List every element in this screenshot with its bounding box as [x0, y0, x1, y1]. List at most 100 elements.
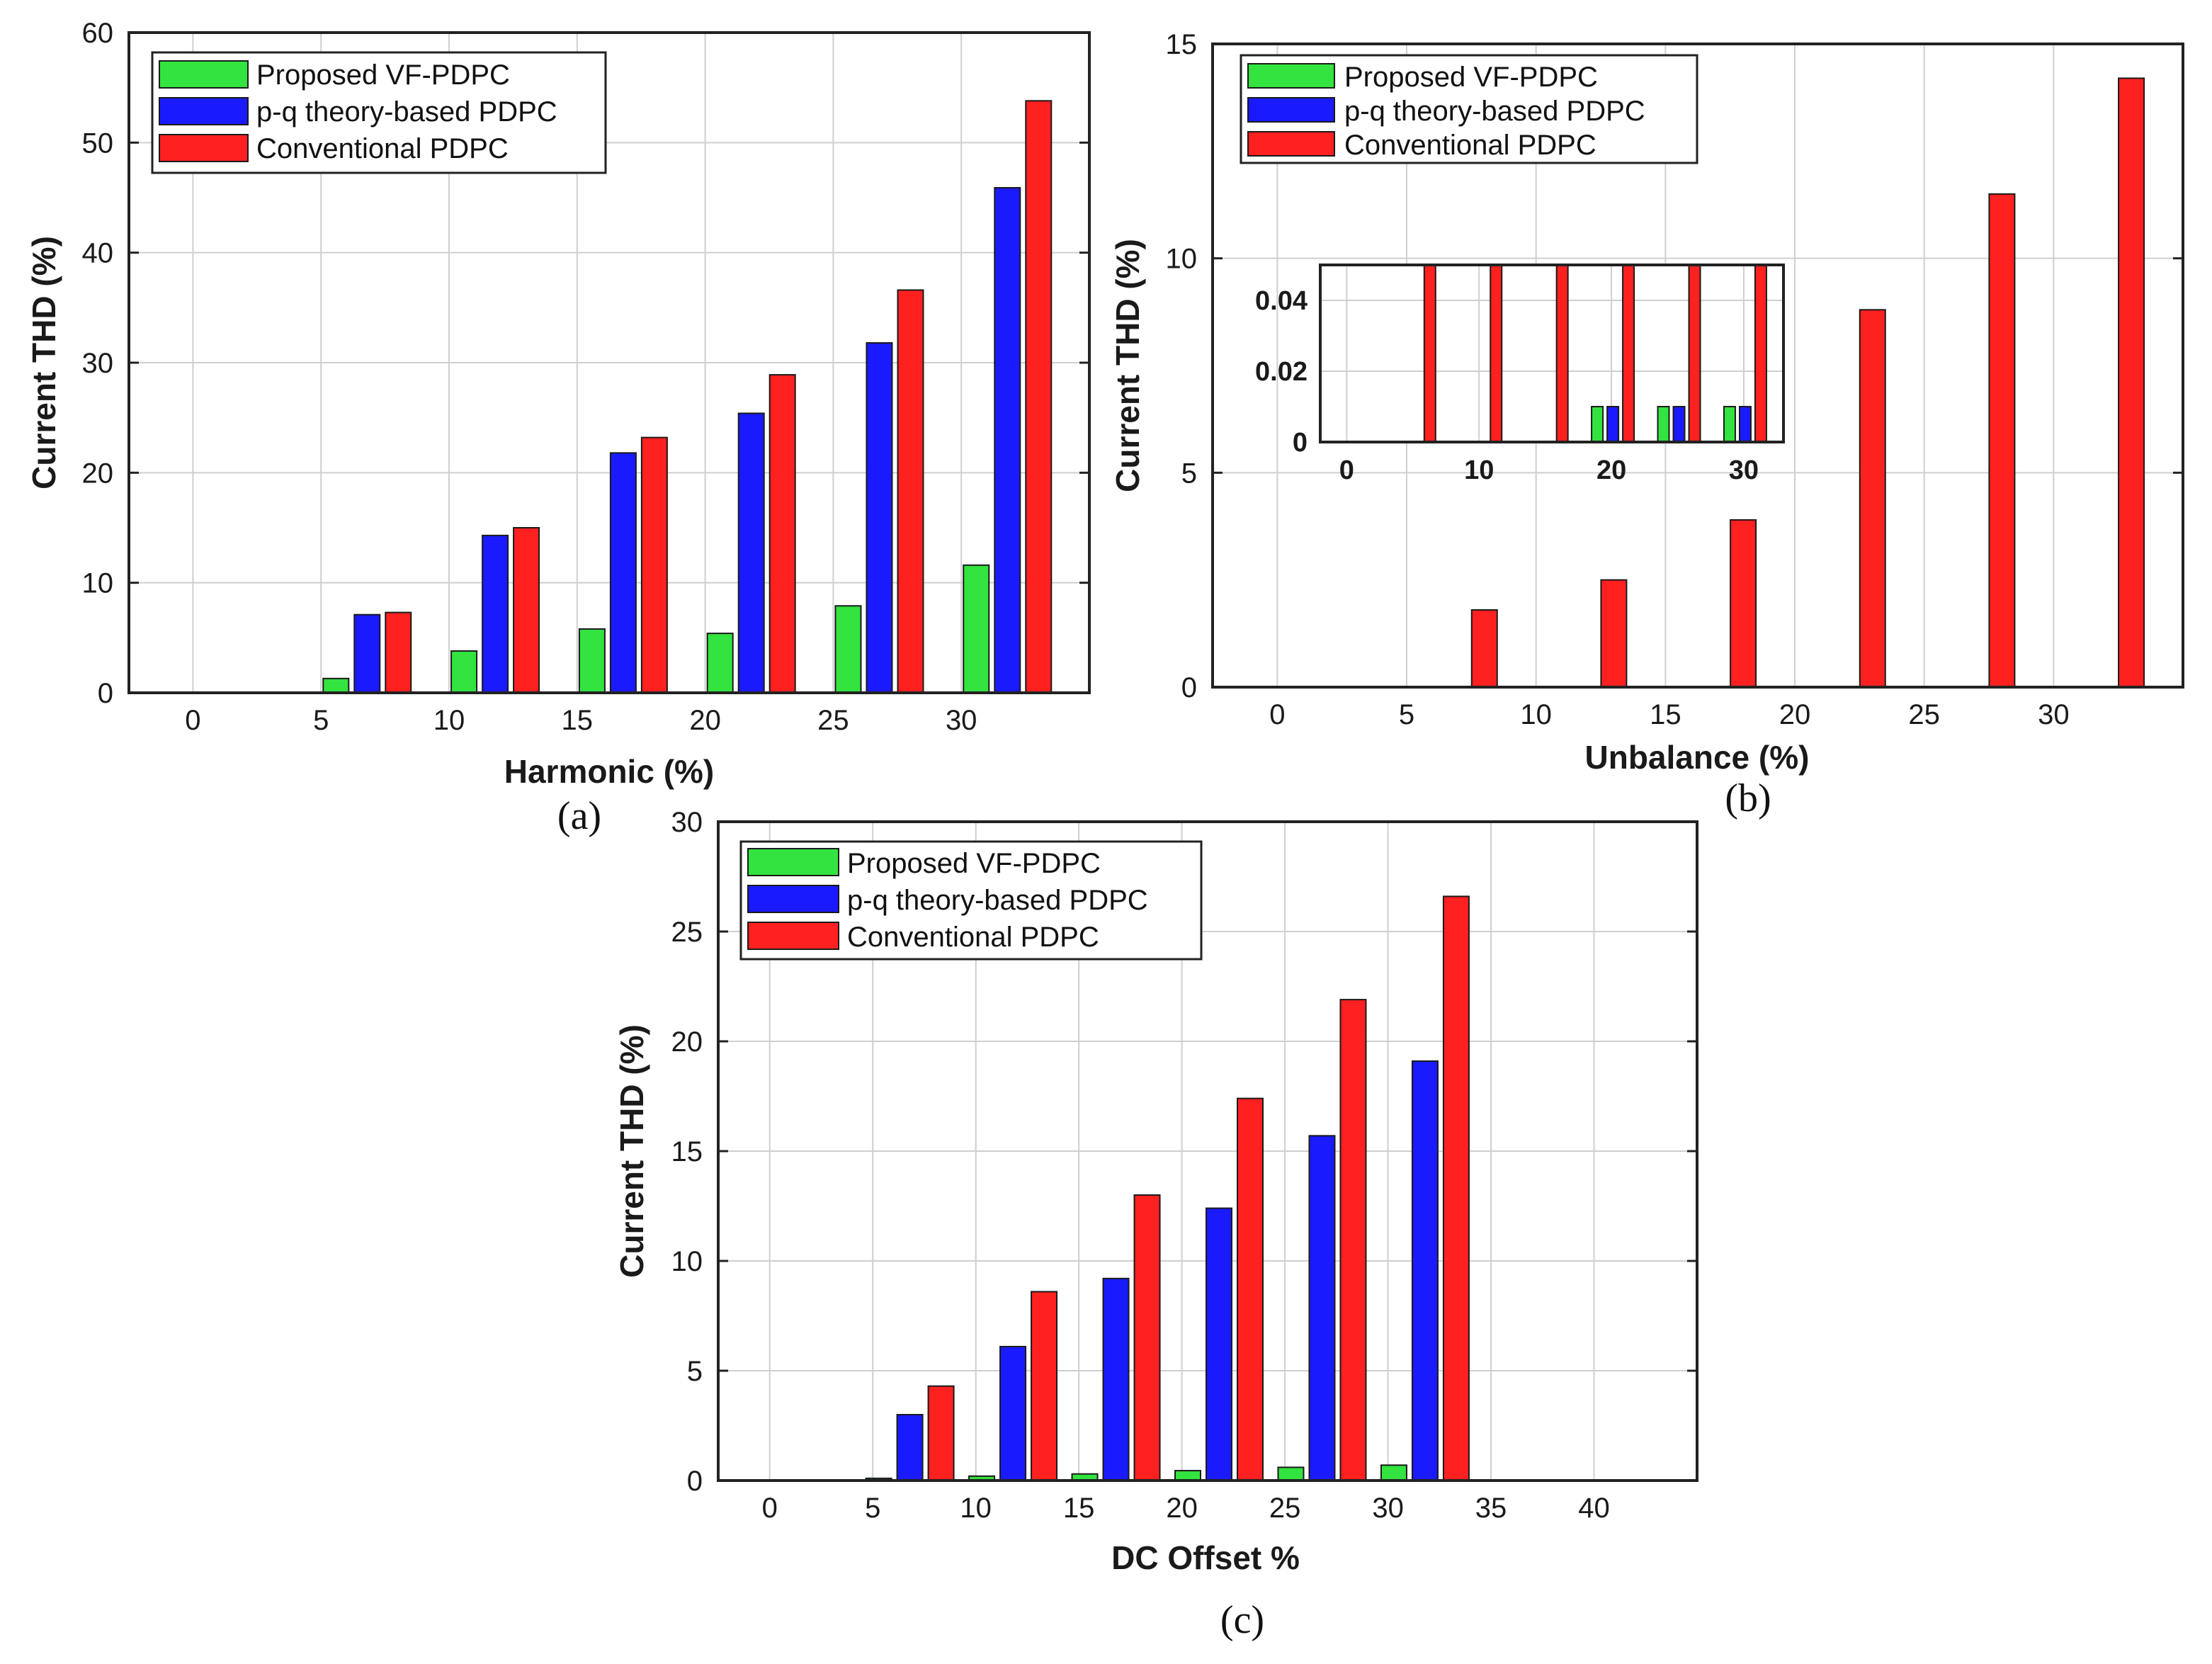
panel-c-xticks: 0 5 10 15 20 25 30 35 40	[762, 1493, 1610, 1524]
inset-y-tick-label: 0.04	[1255, 286, 1308, 316]
bar-pq	[482, 534, 509, 694]
bar-proposed	[1380, 1464, 1407, 1482]
y-tick-label: 0	[687, 1466, 703, 1497]
panel-b: 0 5 10 15 0 5 10 15 20 25 30 Current THD (%) Unba…	[1109, 29, 2184, 820]
inset-bar-conventional	[1423, 264, 1436, 443]
x-tick-label: 0	[1269, 699, 1285, 730]
inset-bar-conventional	[1754, 264, 1767, 443]
bar-conventional	[2118, 77, 2145, 688]
bar-proposed	[322, 677, 350, 694]
legend-label-conventional: Conventional PDPC	[1344, 130, 1596, 161]
inset-xticks: 0 10 20 30	[1339, 455, 1759, 485]
bar-proposed	[834, 605, 862, 694]
x-tick-label: 25	[1269, 1493, 1301, 1524]
y-tick-label: 40	[82, 238, 114, 269]
panel-a-xticks: 0 5 10 15 20 25 30	[185, 705, 977, 736]
y-tick-label: 15	[671, 1136, 703, 1167]
inset-x-tick-label: 30	[1729, 455, 1759, 485]
inset-background	[1320, 265, 1783, 442]
bar-pq	[1102, 1277, 1130, 1482]
legend-swatch-conventional	[1247, 131, 1335, 157]
inset-bar-conventional	[1622, 264, 1635, 443]
x-tick-label: 25	[1908, 699, 1940, 730]
panel-c-ylabel: Current THD (%)	[613, 1024, 650, 1278]
bar-conventional	[1988, 193, 2016, 689]
panel-a-bars	[322, 100, 1053, 694]
legend-label-conventional: Conventional PDPC	[847, 922, 1099, 953]
bar-proposed	[1174, 1470, 1202, 1482]
panel-c-yticks: 0 5 10 15 20 25 30	[671, 807, 703, 1497]
panel-a-caption: (a)	[557, 794, 601, 838]
legend-label-proposed: Proposed VF-PDPC	[847, 848, 1101, 879]
y-tick-label: 0	[1181, 672, 1197, 703]
inset-bar-proposed	[1591, 406, 1604, 443]
bar-conventional	[1339, 999, 1367, 1481]
bar-pq	[999, 1345, 1027, 1482]
bar-conventional	[1031, 1291, 1058, 1482]
panel-a-xlabel: Harmonic (%)	[504, 753, 714, 790]
legend-label-pq: p-q theory-based PDPC	[256, 96, 557, 128]
bar-proposed	[963, 564, 990, 694]
y-tick-label: 5	[1181, 458, 1197, 489]
bar-conventional	[1442, 895, 1470, 1481]
inset-bar-pq	[1738, 406, 1752, 443]
x-tick-label: 10	[960, 1493, 992, 1524]
x-tick-label: 15	[562, 705, 594, 736]
bar-pq	[866, 342, 893, 694]
bar-conventional	[385, 611, 412, 694]
panel-b-ylabel: Current THD (%)	[1109, 239, 1146, 492]
bar-conventional	[768, 374, 796, 694]
y-tick-label: 10	[1166, 244, 1198, 275]
panel-b-xlabel: Unbalance (%)	[1585, 739, 1810, 776]
legend-swatch-conventional	[747, 922, 839, 950]
inset-yticks: 0 0.02 0.04	[1255, 286, 1308, 458]
legend-swatch-proposed	[1247, 63, 1335, 89]
legend-swatch-proposed	[747, 848, 839, 876]
bar-conventional	[1859, 309, 1886, 689]
x-tick-label: 25	[817, 705, 849, 736]
bar-conventional	[1025, 100, 1053, 694]
legend-swatch-pq	[159, 97, 249, 125]
x-tick-label: 10	[433, 705, 465, 736]
bar-pq	[1308, 1135, 1336, 1482]
legend-swatch-pq	[747, 885, 839, 913]
y-tick-label: 30	[671, 807, 703, 838]
panel-b-inset: 0 0.02 0.04 0 10 20 30	[1255, 264, 1785, 485]
inset-bar-conventional	[1490, 264, 1503, 443]
bar-pq	[994, 187, 1021, 694]
inset-bar-pq	[1606, 406, 1620, 443]
inset-bar-conventional	[1555, 264, 1569, 443]
bar-proposed	[706, 633, 734, 694]
y-tick-label: 10	[671, 1246, 703, 1277]
bar-pq	[737, 412, 765, 694]
panel-b-yticks: 0 5 10 15	[1166, 29, 1198, 703]
bar-conventional	[1470, 609, 1498, 688]
y-tick-label: 10	[82, 568, 114, 599]
panel-a: 0 10 20 30 40 50 60 0 5 10 15 20 25 30 Current THD (…	[25, 18, 1091, 838]
panel-b-legend: Proposed VF-PDPC p-q theory-based PDPC C…	[1240, 54, 1698, 164]
legend-label-pq: p-q theory-based PDPC	[847, 885, 1148, 916]
x-tick-label: 0	[762, 1493, 778, 1524]
y-tick-label: 0	[98, 678, 113, 709]
inset-bar-proposed	[1723, 406, 1736, 443]
x-tick-label: 20	[689, 705, 721, 736]
panel-a-plot-frame	[127, 31, 1091, 694]
inset-x-tick-label: 0	[1339, 455, 1354, 485]
bar-conventional	[1730, 519, 1757, 688]
x-tick-label: 30	[946, 705, 977, 736]
inset-x-tick-label: 20	[1596, 455, 1626, 485]
legend-swatch-conventional	[159, 134, 249, 162]
bar-conventional	[640, 436, 668, 694]
panel-a-grid	[129, 31, 1089, 694]
legend-label-proposed: Proposed VF-PDPC	[1344, 62, 1598, 93]
bar-conventional	[513, 527, 540, 694]
panel-c-caption: (c)	[1220, 1598, 1264, 1642]
panel-c-bars	[865, 895, 1470, 1482]
y-tick-label: 60	[82, 18, 114, 49]
inset-frame	[1319, 264, 1785, 443]
inset-y-tick-label: 0	[1293, 428, 1308, 458]
bar-pq	[609, 452, 637, 694]
bar-proposed	[578, 628, 606, 694]
x-tick-label: 10	[1520, 699, 1552, 730]
